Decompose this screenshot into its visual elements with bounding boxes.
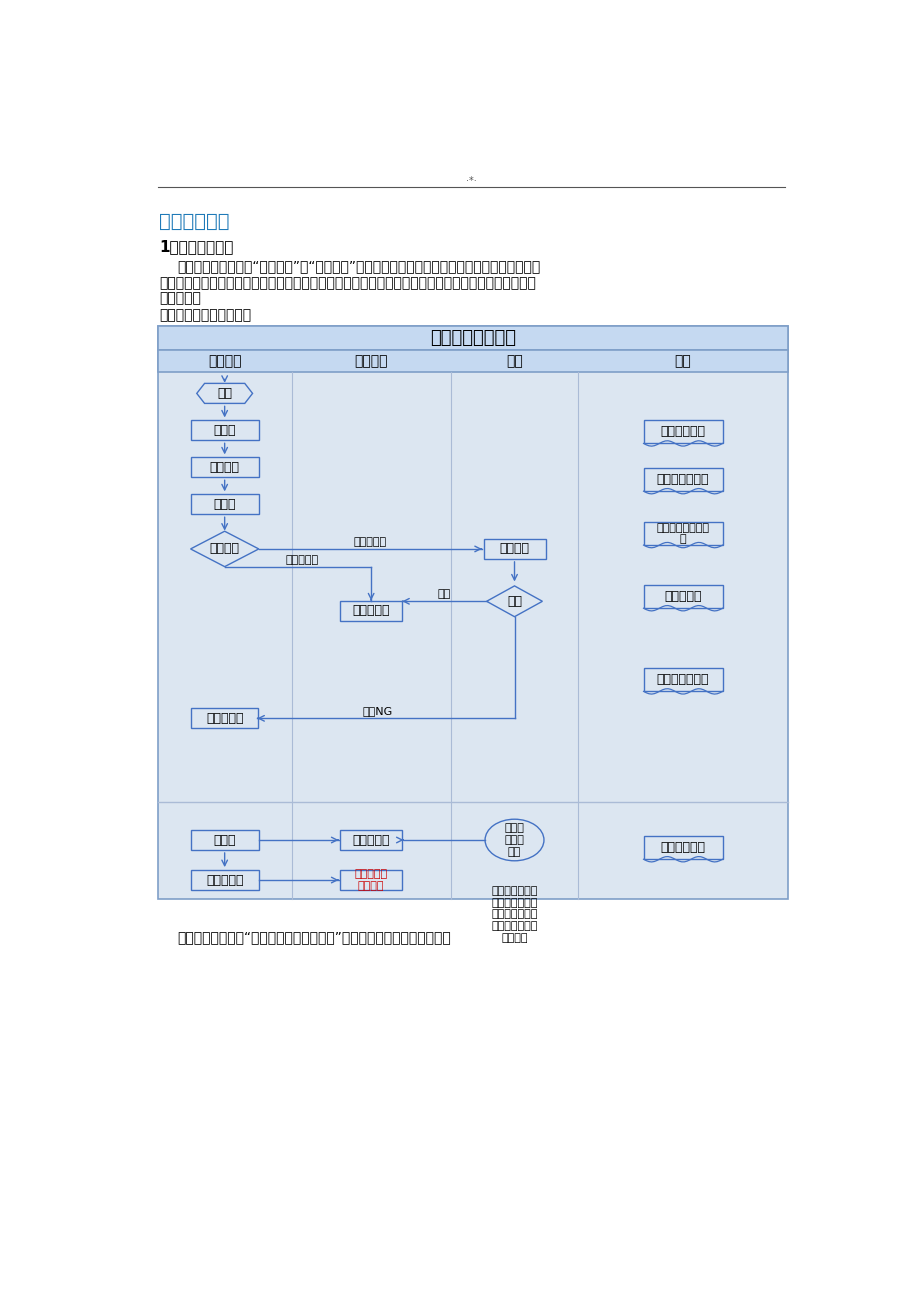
FancyBboxPatch shape <box>190 870 258 891</box>
Text: 出入库流水账: 出入库流水账 <box>660 841 705 854</box>
Text: 到货拒收单: 到货拒收单 <box>206 712 244 725</box>
Text: 来料检验: 来料检验 <box>499 543 529 556</box>
FancyBboxPatch shape <box>190 495 258 514</box>
Text: 合格: 合格 <box>437 589 450 599</box>
FancyBboxPatch shape <box>190 829 258 850</box>
Text: 二、入库业务: 二、入库业务 <box>159 212 230 230</box>
FancyBboxPatch shape <box>643 469 721 491</box>
FancyBboxPatch shape <box>643 421 721 444</box>
Text: 到货单: 到货单 <box>213 497 235 510</box>
Text: 采购退货单: 采购退货单 <box>206 874 244 887</box>
Text: 采购入库单: 采购入库单 <box>352 833 390 846</box>
Text: ·*·: ·*· <box>466 176 476 186</box>
FancyBboxPatch shape <box>340 829 402 850</box>
FancyBboxPatch shape <box>191 708 257 728</box>
Text: 即时库存查询: 即时库存查询 <box>660 426 705 439</box>
Text: 采购订单: 采购订单 <box>210 461 240 474</box>
Text: 具仓等仓库，固定资产采购入库通常入在资产仓；采购入库必有订单，必须参照来源单据生成，不允许: 具仓等仓库，固定资产采购入库通常入在资产仓；采购入库必有订单，必须参照来源单据生… <box>159 276 536 290</box>
Text: 1、采购入库业务: 1、采购入库业务 <box>159 240 233 254</box>
Text: 报表: 报表 <box>674 354 691 368</box>
Text: 质检: 质检 <box>505 354 522 368</box>
FancyBboxPatch shape <box>190 457 258 478</box>
Text: 是（送检）: 是（送检） <box>354 536 387 547</box>
Polygon shape <box>197 383 253 404</box>
FancyBboxPatch shape <box>157 350 787 372</box>
FancyBboxPatch shape <box>483 539 545 559</box>
Text: 采购入库单: 采购入库单 <box>352 604 390 617</box>
Text: 采购管理入库流程: 采购管理入库流程 <box>429 329 516 346</box>
FancyBboxPatch shape <box>190 421 258 440</box>
Polygon shape <box>190 531 258 566</box>
FancyBboxPatch shape <box>643 668 721 691</box>
Polygon shape <box>486 586 542 617</box>
FancyBboxPatch shape <box>643 522 721 546</box>
Text: 检验: 检验 <box>506 595 521 608</box>
Text: 采购入库业务主体流程图: 采购入库业务主体流程图 <box>159 309 251 323</box>
Text: 入库后的不良品
根据原先的到货
单生成退货单，
然后生成红字采
购入库单: 入库后的不良品 根据原先的到货 单生成退货单， 然后生成红字采 购入库单 <box>491 887 537 943</box>
FancyBboxPatch shape <box>157 326 787 900</box>
Text: 采购订单执行统计
表: 采购订单执行统计 表 <box>656 522 709 544</box>
Text: 请购单: 请购单 <box>213 424 235 437</box>
Text: 采购入库单
（红字）: 采购入库单 （红字） <box>354 870 387 891</box>
FancyBboxPatch shape <box>157 326 787 350</box>
Text: 检验NG: 检验NG <box>363 706 392 716</box>
FancyBboxPatch shape <box>340 600 402 621</box>
Text: 请购的业务类型分为“普通采购”和“固定资产”，普通采购的入库仓可选为原材料仓、成品仓、工: 请购的业务类型分为“普通采购”和“固定资产”，普通采购的入库仓可选为原材料仓、成… <box>176 259 539 273</box>
Text: 采购管理: 采购管理 <box>208 354 241 368</box>
Text: 采购入库单是根据“到货单（来料送检单）”签收的实收数量填制的单据。: 采购入库单是根据“到货单（来料送检单）”签收的实收数量填制的单据。 <box>176 930 450 944</box>
Text: 手工录入。: 手工录入。 <box>159 290 201 305</box>
FancyBboxPatch shape <box>340 870 402 891</box>
Text: 否（验收）: 否（验收） <box>285 555 318 565</box>
Text: 到货单列表: 到货单列表 <box>664 590 701 603</box>
Text: 是否检验: 是否检验 <box>210 543 240 556</box>
Text: 入库后
发现不
良品: 入库后 发现不 良品 <box>504 823 524 857</box>
FancyBboxPatch shape <box>643 836 721 859</box>
Text: 到货单: 到货单 <box>213 833 235 846</box>
FancyBboxPatch shape <box>643 585 721 608</box>
Text: 请购执行进度表: 请购执行进度表 <box>656 473 709 486</box>
Text: 采购入库单列表: 采购入库单列表 <box>656 673 709 686</box>
Text: 库存管理: 库存管理 <box>354 354 388 368</box>
Text: 开始: 开始 <box>217 387 232 400</box>
Ellipse shape <box>484 819 543 861</box>
